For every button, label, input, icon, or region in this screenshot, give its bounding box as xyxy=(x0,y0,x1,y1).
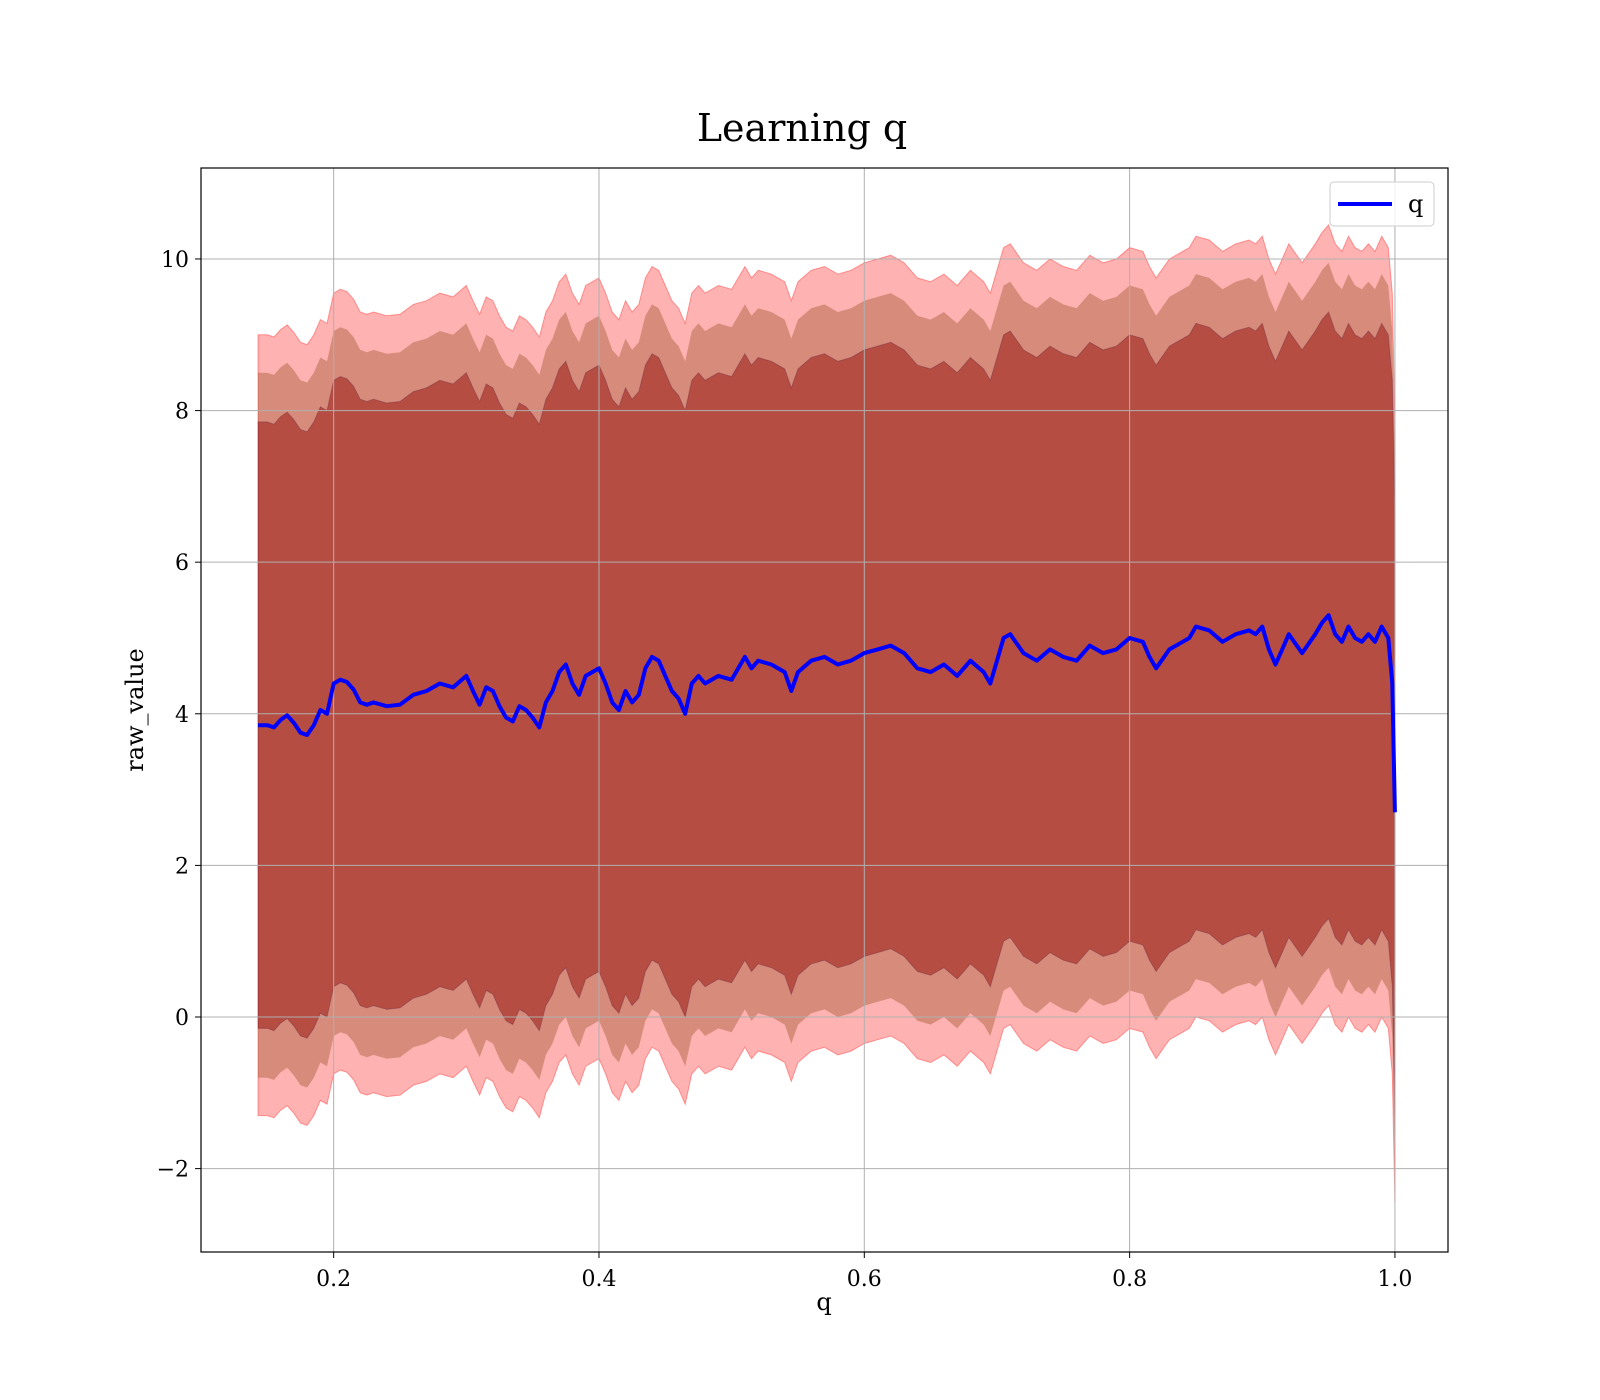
x-axis-label: q xyxy=(816,1288,831,1316)
y-tick-label: 6 xyxy=(175,551,189,576)
y-tick-label: 2 xyxy=(175,854,189,879)
line-group xyxy=(258,613,1397,813)
series-line-q xyxy=(258,613,1397,813)
y-tick-label: 4 xyxy=(175,703,189,728)
plot-frame xyxy=(200,167,1449,1253)
legend: q xyxy=(1329,181,1435,227)
tick-group: 0.2 0.4 0.6 0.8 1.0 −2 0 2 4 6 8 10 xyxy=(157,248,1413,1292)
y-tick-label: 0 xyxy=(175,1006,189,1031)
x-tick-label: 0.8 xyxy=(1112,1267,1147,1292)
x-tick-label: 0.6 xyxy=(847,1267,882,1292)
x-tick-label: 0.4 xyxy=(581,1267,616,1292)
y-tick-label: 8 xyxy=(175,400,189,425)
x-tick-label: 0.2 xyxy=(316,1267,351,1292)
grid-group xyxy=(201,168,1448,1252)
y-tick-label: −2 xyxy=(157,1158,189,1183)
legend-label: q xyxy=(1408,190,1423,218)
y-tick-label: 10 xyxy=(161,248,189,273)
x-tick-label: 1.0 xyxy=(1377,1267,1412,1292)
y-axis-label: raw_value xyxy=(121,648,149,772)
chart-title: Learning q xyxy=(697,106,907,150)
